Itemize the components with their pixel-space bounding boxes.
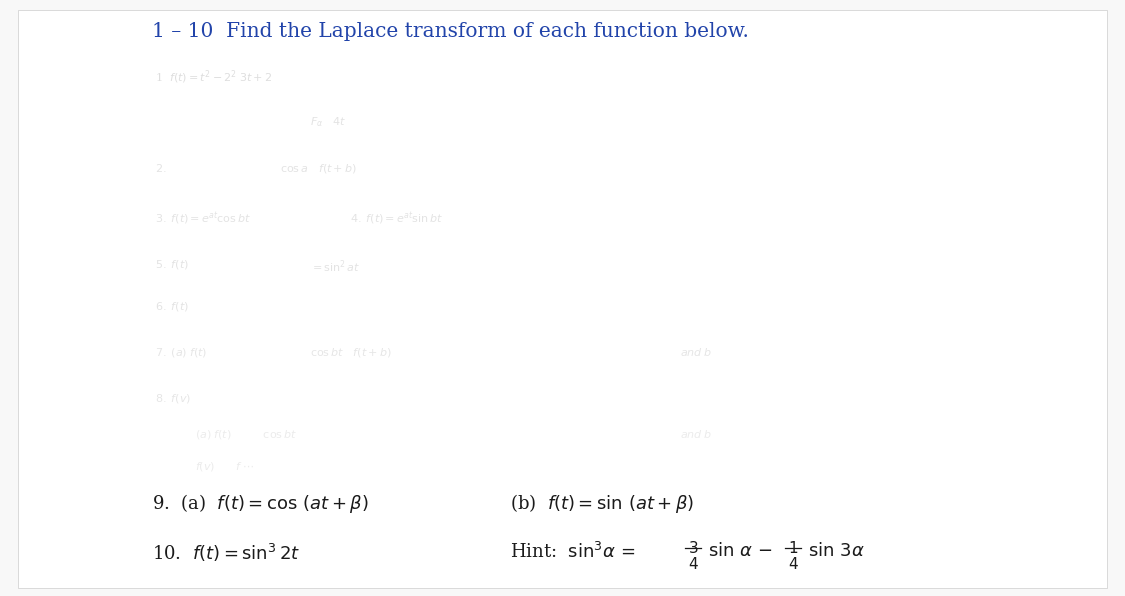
Text: $\cos a\quad f(t+b)$: $\cos a\quad f(t+b)$ bbox=[280, 162, 357, 175]
Text: $and\;b$: $and\;b$ bbox=[680, 346, 712, 358]
Text: 1 – 10  Find the Laplace transform of each function below.: 1 – 10 Find the Laplace transform of eac… bbox=[152, 22, 749, 41]
Text: 1  $f(t)=t^2-2^2\;3t+2$: 1 $f(t)=t^2-2^2\;3t+2$ bbox=[155, 68, 272, 86]
Text: $3$: $3$ bbox=[687, 540, 699, 556]
Text: $6.\;f(t)$: $6.\;f(t)$ bbox=[155, 300, 189, 313]
Text: $5.\;f(t)$: $5.\;f(t)$ bbox=[155, 258, 189, 271]
Text: Hint:  $\sin^3\!\alpha\,=$: Hint: $\sin^3\!\alpha\,=$ bbox=[510, 542, 636, 562]
Text: $F_{\alpha}\quad 4t$: $F_{\alpha}\quad 4t$ bbox=[310, 115, 346, 129]
Text: 10.  $f(t) = \sin^3 2t$: 10. $f(t) = \sin^3 2t$ bbox=[152, 542, 300, 564]
Text: $\cos bt\quad f(t+b)$: $\cos bt\quad f(t+b)$ bbox=[310, 346, 391, 359]
Text: $=\sin^2 at$: $=\sin^2 at$ bbox=[310, 258, 360, 275]
Text: $8.\;f(v)$: $8.\;f(v)$ bbox=[155, 392, 191, 405]
Text: $\sin\,\alpha\,-$: $\sin\,\alpha\,-$ bbox=[708, 542, 773, 560]
Text: $3.\;f(t)=e^{at}\cos bt$: $3.\;f(t)=e^{at}\cos bt$ bbox=[155, 210, 251, 226]
Text: $and\;b$: $and\;b$ bbox=[680, 428, 712, 440]
Text: $f(v)\quad\quad f\;\cdots$: $f(v)\quad\quad f\;\cdots$ bbox=[195, 460, 254, 473]
Text: $1$: $1$ bbox=[788, 540, 798, 556]
Text: $4.\;f(t)=e^{at}\sin bt$: $4.\;f(t)=e^{at}\sin bt$ bbox=[350, 210, 443, 226]
Text: $7.\;(a)\;f(t)$: $7.\;(a)\;f(t)$ bbox=[155, 346, 207, 359]
Text: $(a)\;f(t)\quad\quad\quad\cos bt$: $(a)\;f(t)\quad\quad\quad\cos bt$ bbox=[195, 428, 297, 441]
Text: 9.  (a)  $f(t) = \cos\,(at + \beta)$: 9. (a) $f(t) = \cos\,(at + \beta)$ bbox=[152, 492, 369, 515]
Text: (b)  $f(t) = \sin\,(at + \beta)$: (b) $f(t) = \sin\,(at + \beta)$ bbox=[510, 492, 694, 515]
Text: $\sin\,3\alpha$: $\sin\,3\alpha$ bbox=[808, 542, 865, 560]
Text: $2.$: $2.$ bbox=[155, 162, 166, 174]
Text: $4$: $4$ bbox=[687, 556, 699, 572]
Text: $4$: $4$ bbox=[788, 556, 799, 572]
